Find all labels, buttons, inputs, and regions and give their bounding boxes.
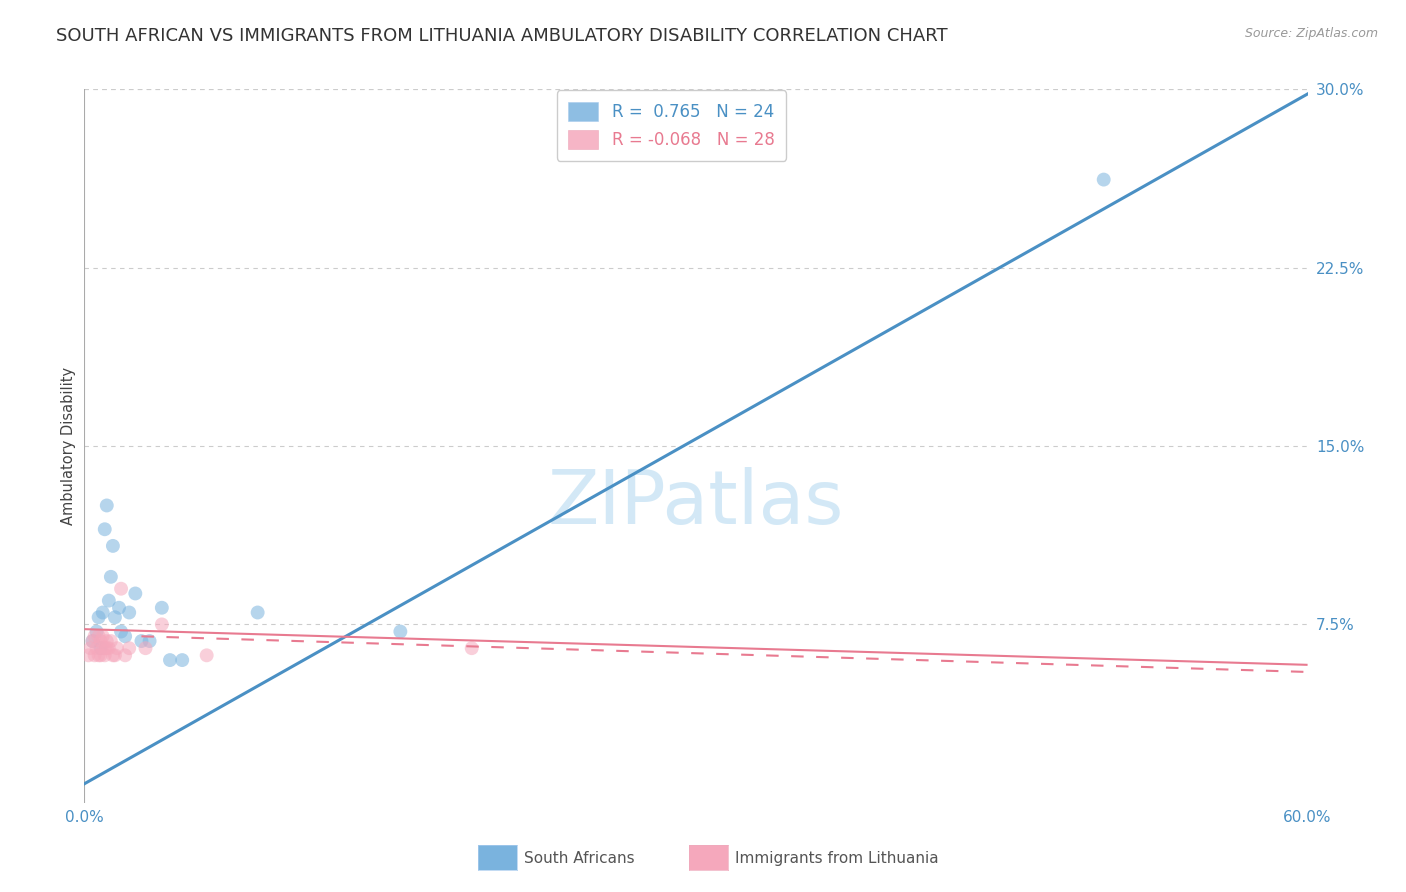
Point: [389, 624, 412, 639]
Point: [87, 629, 110, 643]
Point: [124, 586, 146, 600]
Point: [138, 634, 160, 648]
Point: [86, 641, 108, 656]
Point: [93, 648, 117, 663]
Point: [90, 641, 112, 656]
Point: [100, 570, 122, 584]
Point: [86, 624, 108, 639]
Point: [93, 641, 117, 656]
Point: [100, 634, 122, 648]
Point: [150, 600, 173, 615]
Point: [105, 641, 128, 656]
Point: [108, 600, 131, 615]
Point: [91, 641, 114, 656]
Point: [93, 522, 117, 536]
Point: [104, 648, 127, 663]
Point: [101, 539, 124, 553]
Point: [195, 648, 218, 663]
Point: [97, 593, 120, 607]
Point: [83, 648, 105, 663]
Point: [159, 653, 181, 667]
Point: [114, 648, 136, 663]
Point: [101, 648, 124, 663]
Point: [110, 624, 132, 639]
Text: Source: ZipAtlas.com: Source: ZipAtlas.com: [1244, 27, 1378, 40]
Text: SOUTH AFRICAN VS IMMIGRANTS FROM LITHUANIA AMBULATORY DISABILITY CORRELATION CHA: SOUTH AFRICAN VS IMMIGRANTS FROM LITHUAN…: [56, 27, 948, 45]
Point: [1092, 172, 1115, 186]
Point: [114, 629, 136, 643]
Point: [82, 634, 104, 648]
Point: [87, 648, 110, 663]
Point: [91, 629, 114, 643]
Point: [131, 634, 153, 648]
Point: [90, 648, 112, 663]
Point: [90, 634, 112, 648]
Y-axis label: Ambulatory Disability: Ambulatory Disability: [60, 367, 76, 525]
Point: [97, 641, 120, 656]
Point: [83, 629, 105, 643]
Point: [91, 606, 114, 620]
Text: South Africans: South Africans: [524, 851, 636, 865]
Point: [118, 606, 141, 620]
Point: [96, 499, 118, 513]
Point: [246, 606, 269, 620]
Point: [150, 617, 173, 632]
Point: [82, 634, 104, 648]
Point: [118, 641, 141, 656]
Text: Immigrants from Lithuania: Immigrants from Lithuania: [735, 851, 939, 865]
Text: ZIPatlas: ZIPatlas: [548, 467, 844, 540]
Point: [87, 610, 110, 624]
Legend: R =  0.765   N = 24, R = -0.068   N = 28: R = 0.765 N = 24, R = -0.068 N = 28: [557, 90, 786, 161]
Point: [79, 641, 101, 656]
Point: [77, 648, 100, 663]
Point: [96, 634, 118, 648]
Point: [461, 641, 484, 656]
Point: [110, 582, 132, 596]
Point: [96, 641, 118, 656]
Point: [135, 641, 157, 656]
Point: [172, 653, 194, 667]
Point: [104, 610, 127, 624]
